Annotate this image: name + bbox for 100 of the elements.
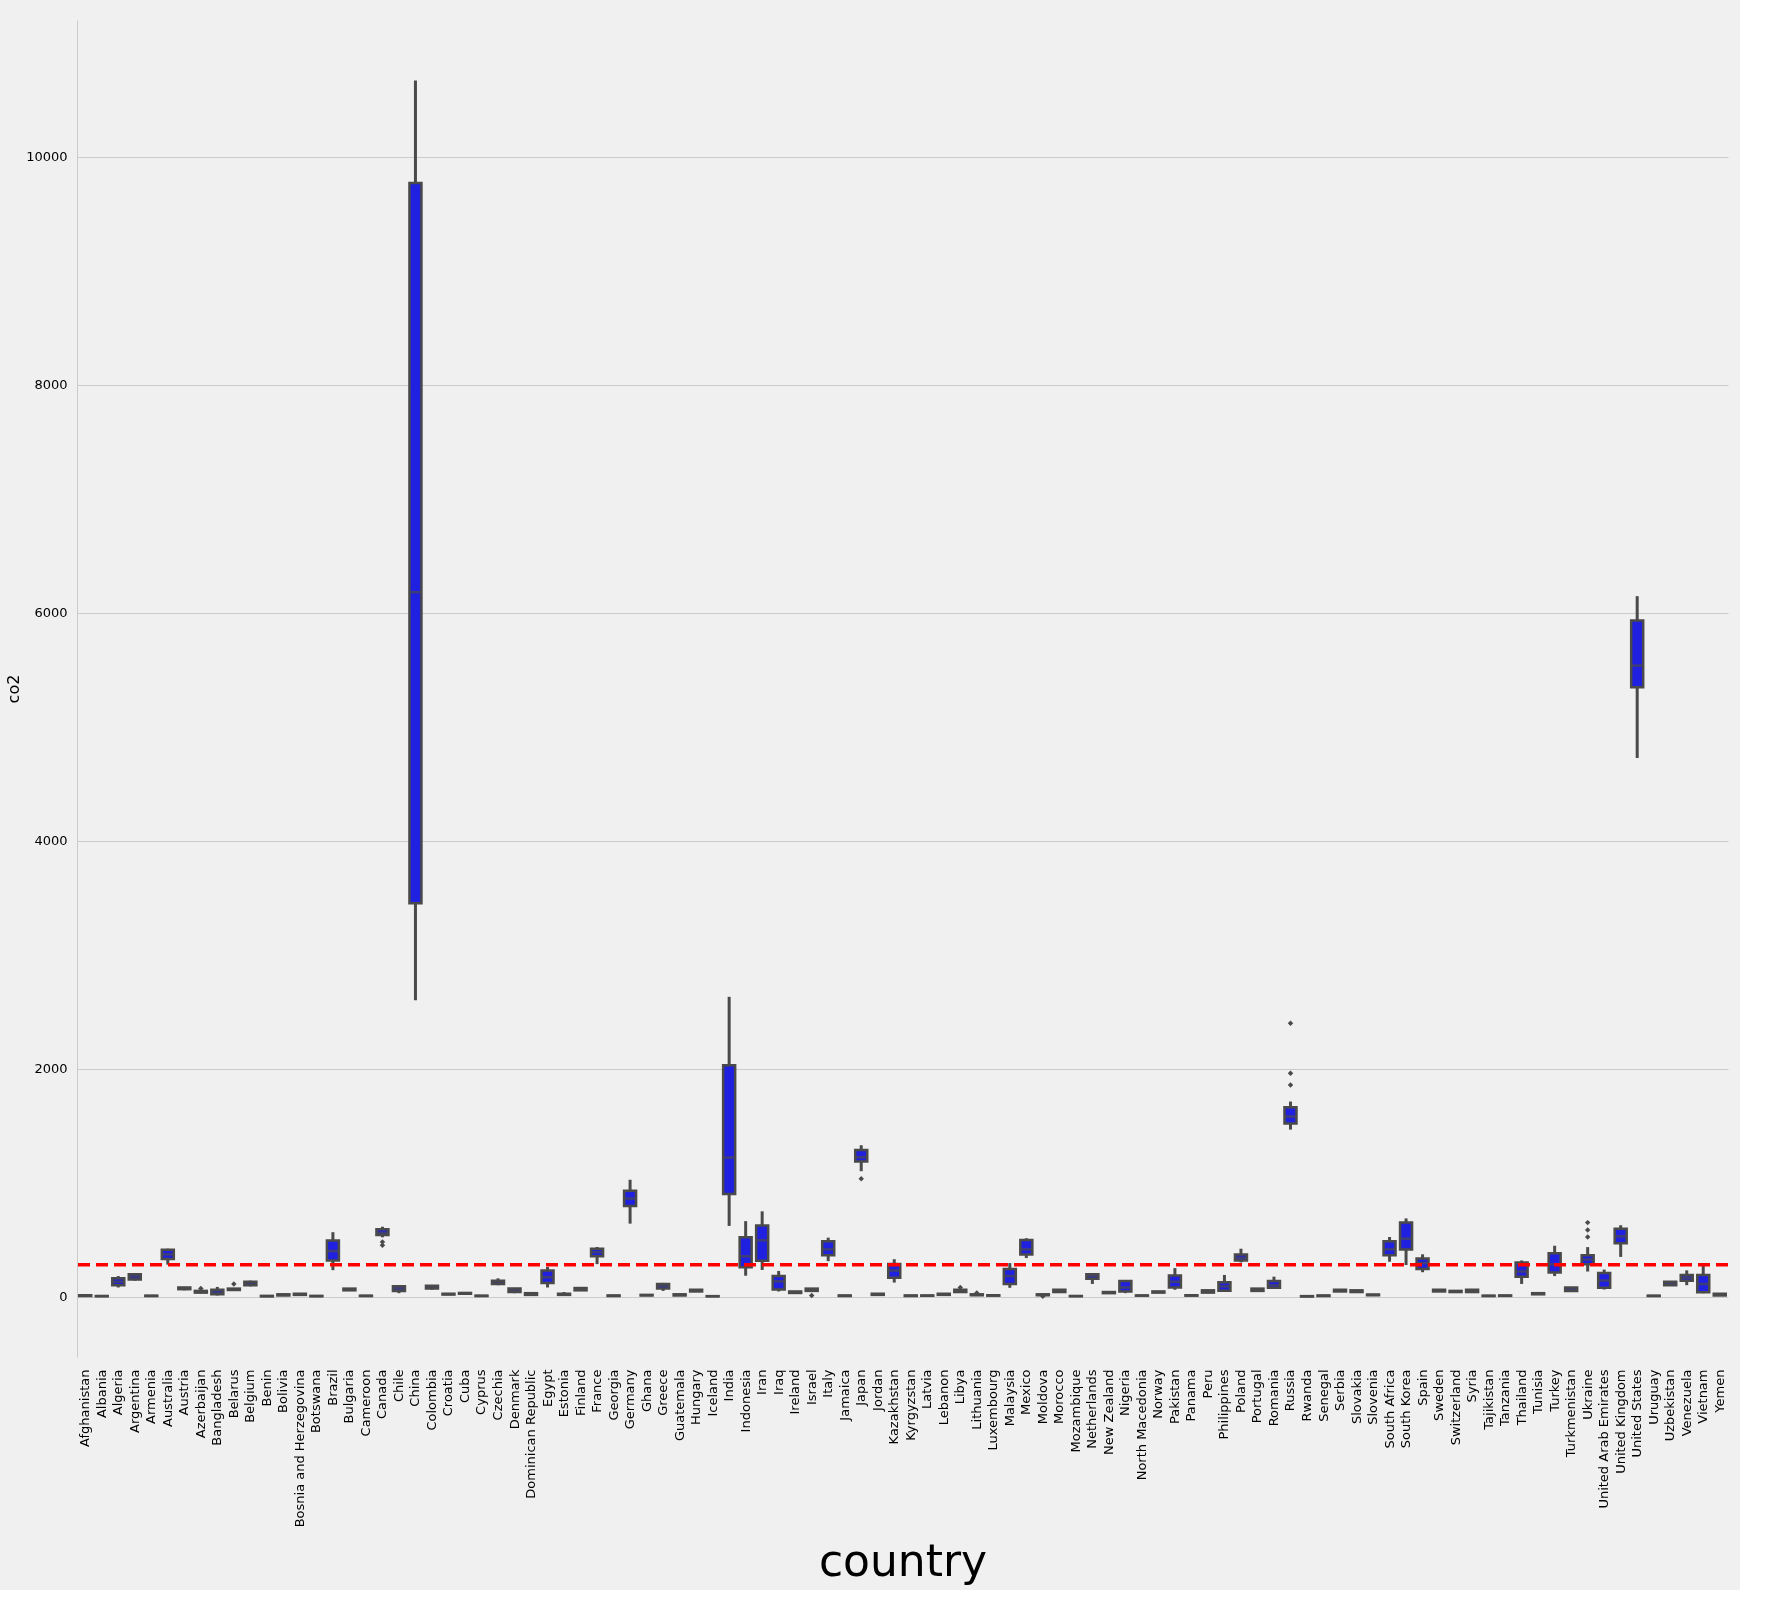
- y-axis-title: co2: [4, 674, 24, 704]
- x-tick-label: Peru: [1199, 1369, 1215, 1399]
- x-tick-label: Poland: [1232, 1369, 1248, 1413]
- x-tick-label: Lithuania: [968, 1369, 984, 1430]
- x-tick-label: Jordan: [869, 1369, 885, 1412]
- x-tick-label: Tajikistan: [1480, 1369, 1496, 1431]
- x-axis-title: country: [818, 1535, 988, 1587]
- x-tick-label: Guatemala: [671, 1369, 687, 1442]
- x-tick-label: Romania: [1265, 1369, 1281, 1427]
- x-tick-label: Uruguay: [1645, 1369, 1661, 1425]
- x-tick-label: United Arab Emirates: [1596, 1369, 1612, 1509]
- x-tick-label: Kazakhstan: [886, 1369, 902, 1445]
- x-tick-label: Jamaica: [836, 1369, 852, 1422]
- x-tick-label: Turkmenistan: [1563, 1369, 1579, 1459]
- x-tick-label: Latvia: [919, 1369, 935, 1410]
- x-tick-label: Greece: [655, 1369, 671, 1416]
- x-tick-label: Austria: [176, 1369, 192, 1416]
- x-tick-label: Japan: [853, 1369, 869, 1407]
- x-tick-label: Turkey: [1546, 1369, 1562, 1413]
- x-tick-label: Slovakia: [1348, 1369, 1364, 1425]
- x-tick-label: Vietnam: [1695, 1369, 1711, 1424]
- x-tick-label: Colombia: [423, 1369, 439, 1431]
- x-tick-label: New Zealand: [1100, 1369, 1116, 1455]
- x-tick-label: Denmark: [506, 1369, 522, 1430]
- x-tick-label: Libya: [952, 1369, 968, 1405]
- x-tick-label: Lebanon: [935, 1369, 951, 1426]
- x-tick-label: Tunisia: [1530, 1369, 1546, 1415]
- x-tick-label: Spain: [1414, 1369, 1430, 1406]
- y-tick-label: 4000: [34, 833, 68, 849]
- x-tick-label: Ukraine: [1579, 1369, 1595, 1420]
- x-tick-label: Belarus: [225, 1369, 241, 1419]
- x-tick-label: Bolivia: [275, 1369, 291, 1413]
- x-tick-label: Portugal: [1249, 1369, 1265, 1424]
- x-tick-label: Panama: [1183, 1369, 1199, 1422]
- x-tick-label: Cameroon: [357, 1369, 373, 1437]
- x-tick-label: Chile: [390, 1369, 406, 1403]
- x-tick-label: Philippines: [1216, 1369, 1232, 1440]
- x-tick-label: Mozambique: [1067, 1369, 1083, 1453]
- x-tick-label: Thailand: [1513, 1369, 1529, 1427]
- x-tick-label: Israel: [803, 1369, 819, 1406]
- x-tick-label: Albania: [93, 1369, 109, 1419]
- x-tick-label: Mexico: [1018, 1369, 1034, 1415]
- x-tick-label: Belgium: [242, 1369, 258, 1423]
- x-tick-label: Croatia: [440, 1369, 456, 1417]
- x-tick-label: Nigeria: [1117, 1369, 1133, 1417]
- x-tick-label: Estonia: [556, 1369, 572, 1418]
- x-tick-label: Algeria: [110, 1369, 126, 1416]
- x-tick-label: Argentina: [126, 1369, 142, 1433]
- x-tick-label: Slovenia: [1365, 1369, 1381, 1425]
- x-tick-label: Botswana: [308, 1369, 324, 1434]
- x-tick-label: Iran: [754, 1369, 770, 1395]
- x-tick-label: Cyprus: [473, 1369, 489, 1415]
- x-tick-label: Ghana: [638, 1369, 654, 1412]
- x-tick-label: United States: [1629, 1369, 1645, 1458]
- x-tick-label: North Macedonia: [1133, 1369, 1149, 1481]
- x-tick-label: Azerbaijan: [192, 1369, 208, 1439]
- x-tick-label: Pakistan: [1166, 1369, 1182, 1424]
- x-tick-label: India: [721, 1369, 737, 1402]
- x-tick-label: Dominican Republic: [523, 1369, 539, 1499]
- x-tick-label: Bangladesh: [209, 1369, 225, 1446]
- y-tick-label: 10000: [26, 149, 68, 165]
- x-tick-label: Armenia: [143, 1369, 159, 1424]
- x-tick-label: France: [589, 1369, 605, 1413]
- x-tick-label: Switzerland: [1447, 1369, 1463, 1446]
- y-tick-label: 0: [59, 1289, 68, 1305]
- x-tick-label: Yemen: [1711, 1369, 1727, 1414]
- x-tick-label: Moldova: [1034, 1369, 1050, 1425]
- x-tick-label: Morocco: [1051, 1369, 1067, 1424]
- x-tick-label: Egypt: [539, 1369, 555, 1408]
- x-tick-label: Afghanistan: [77, 1369, 93, 1447]
- x-tick-label: Bosnia and Herzegovina: [291, 1369, 307, 1528]
- x-tick-label: Senegal: [1315, 1369, 1331, 1422]
- x-tick-label: Kyrgyzstan: [902, 1369, 918, 1441]
- x-tick-label: South Africa: [1381, 1369, 1397, 1449]
- x-tick-label: South Korea: [1398, 1369, 1414, 1449]
- x-tick-label: Ireland: [787, 1369, 803, 1415]
- x-tick-label: Brazil: [324, 1369, 340, 1406]
- x-tick-label: Malaysia: [1001, 1369, 1017, 1427]
- x-tick-label: Russia: [1282, 1369, 1298, 1412]
- x-tick-label: Australia: [159, 1369, 175, 1428]
- x-tick-label: Benin: [258, 1369, 274, 1407]
- x-tick-label: Netherlands: [1084, 1369, 1100, 1449]
- x-tick-label: Cuba: [456, 1369, 472, 1404]
- x-tick-label: Norway: [1150, 1369, 1166, 1419]
- y-tick-label: 6000: [34, 605, 68, 621]
- x-tick-label: Luxembourg: [985, 1369, 1001, 1451]
- x-tick-label: Syria: [1464, 1369, 1480, 1403]
- y-tick-label: 2000: [34, 1061, 68, 1077]
- x-tick-label: Sweden: [1431, 1369, 1447, 1421]
- x-tick-label: United Kingdom: [1612, 1369, 1628, 1474]
- x-tick-label: Czechia: [490, 1369, 506, 1421]
- x-tick-label: Indonesia: [737, 1369, 753, 1433]
- x-tick-label: Venezuela: [1678, 1369, 1694, 1437]
- y-tick-label: 8000: [34, 377, 68, 393]
- x-tick-label: Finland: [572, 1369, 588, 1416]
- x-tick-label: Canada: [374, 1369, 390, 1419]
- x-tick-label: Tanzania: [1497, 1369, 1513, 1428]
- x-tick-label: Bulgaria: [341, 1369, 357, 1424]
- x-tick-label: Hungary: [688, 1369, 704, 1426]
- x-tick-label: Iraq: [770, 1369, 786, 1395]
